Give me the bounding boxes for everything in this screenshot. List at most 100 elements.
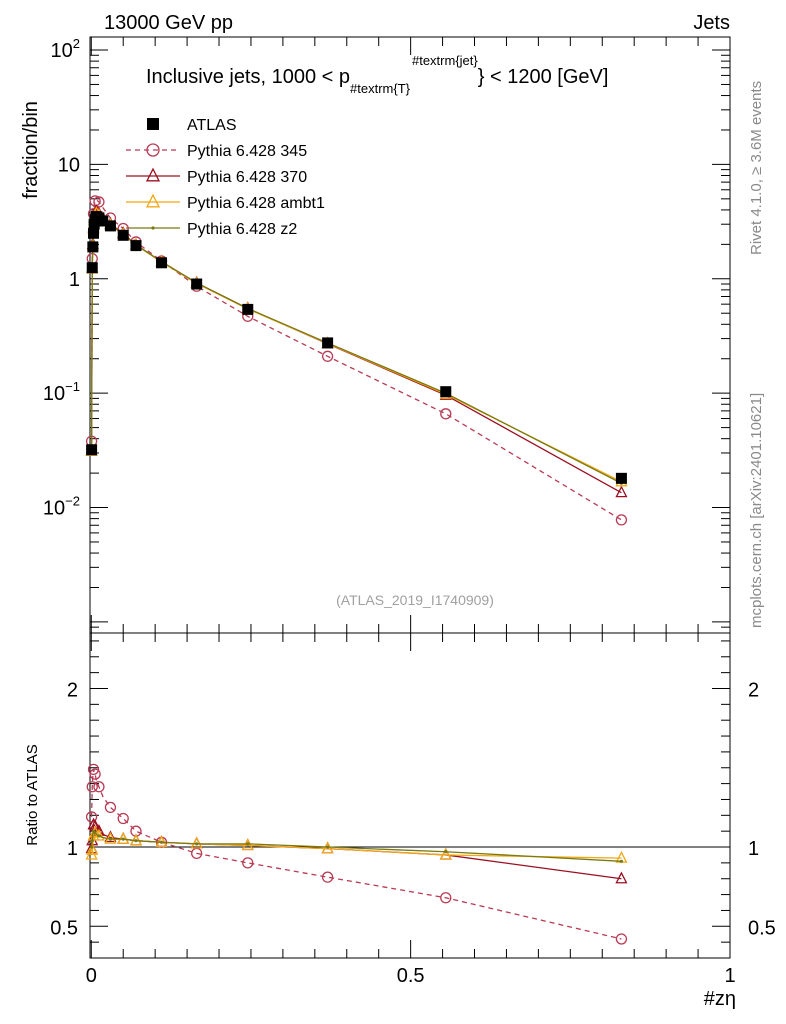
- data-point-atlas: [440, 386, 452, 398]
- ratio-y-tick-label-right: 2: [748, 679, 759, 701]
- series-line-pythia-6-428-345: [90, 199, 622, 521]
- series-line-pythia-6-428-z2: [90, 212, 622, 484]
- legend-label-pythia-6-428-370: Pythia 6.428 370: [187, 169, 307, 186]
- data-point-atlas: [104, 220, 116, 232]
- legend: ATLAS Pythia 6.428 345 Pythia 6.428 370 Pyt…: [126, 117, 325, 238]
- ratio-point-pythia-6-428-ambt1: [439, 847, 452, 860]
- data-point-pythia-6-428-370: [615, 485, 628, 498]
- legend-label-pythia-6-428-345: Pythia 6.428 345: [187, 143, 307, 160]
- ratio-point-pythia-6-428-345: [440, 892, 452, 904]
- series-line-pythia-6-428-ambt1: [90, 212, 622, 483]
- legend-marker-pythia-6-428-ambt1: [145, 193, 161, 208]
- y-tick-label: 1: [69, 269, 80, 291]
- data-point-pythia-6-428-345: [440, 408, 452, 420]
- data-point-pythia-6-428-345: [321, 350, 334, 362]
- ratio-y-tick-label-left: 2: [67, 679, 78, 701]
- ratio-point-pythia-6-428-345: [615, 933, 628, 945]
- ratio-plot-frame: [89, 632, 731, 959]
- x-axis-label: #zη: [704, 988, 736, 1010]
- ratio-point-pythia-6-428-z2: [108, 837, 113, 841]
- ratio-point-pythia-6-428-z2: [619, 859, 624, 863]
- main-y-tick-labels: 102 10 1 10−1 10−2: [43, 36, 80, 520]
- ratio-point-pythia-6-428-370: [615, 871, 628, 884]
- ratio-point-pythia-6-428-z2: [246, 842, 250, 846]
- ratio-y-tick-label-right: 0.5: [748, 917, 776, 939]
- ratio-point-pythia-6-428-z2: [89, 845, 94, 849]
- legend-marker-pythia-6-428-370: [145, 167, 161, 182]
- data-point-atlas: [130, 240, 142, 252]
- ratio-y-tick-label-right: 1: [748, 838, 759, 860]
- title-prefix: Inclusive jets, 1000 < p: [146, 66, 350, 88]
- y-tick-label: 102: [51, 36, 80, 62]
- x-tick-label: 1: [724, 965, 735, 987]
- legend-marker-pythia-6-428-z2: [151, 226, 155, 230]
- title-superscript: #textrm{jet}: [412, 53, 478, 68]
- ratio-point-pythia-6-428-z2: [159, 840, 164, 844]
- ratio-point-pythia-6-428-345: [87, 763, 100, 775]
- y-tick-label: 10−1: [43, 379, 80, 405]
- data-point-atlas: [117, 229, 129, 241]
- ratio-point-pythia-6-428-345: [86, 781, 98, 793]
- data-point-atlas: [86, 444, 98, 456]
- title-subscript: #textrm{T}: [350, 81, 411, 96]
- legend-label-pythia-6-428-z2: Pythia 6.428 z2: [187, 221, 297, 238]
- ratio-point-pythia-6-428-ambt1: [155, 835, 168, 847]
- ratio-point-pythia-6-428-z2: [121, 837, 125, 841]
- data-point-atlas: [191, 278, 203, 290]
- ratio-point-pythia-6-428-z2: [444, 850, 448, 854]
- legend-label-pythia-6-428-ambt1: Pythia 6.428 ambt1: [187, 195, 325, 212]
- data-point-atlas: [322, 337, 334, 349]
- data-point-atlas: [86, 262, 98, 274]
- analysis-watermark: (ATLAS_2019_I1740909): [336, 592, 494, 608]
- ratio-point-pythia-6-428-345: [104, 801, 117, 814]
- ratio-point-pythia-6-428-ambt1: [117, 831, 130, 844]
- ratio-y-tick-label-left: 1: [67, 838, 78, 860]
- ratio-point-pythia-6-428-345: [89, 768, 101, 780]
- ratio-axis-ticks: 0.5 0.5 1 1 2 2 0 0.5 1: [50, 633, 776, 987]
- y-tick-label: 10−2: [43, 494, 80, 520]
- ratio-point-pythia-6-428-ambt1: [190, 836, 203, 849]
- data-point-atlas: [242, 303, 254, 315]
- data-point-atlas: [88, 227, 100, 239]
- rivet-version-label: Rivet 4.1.0, ≥ 3.6M events: [748, 81, 765, 255]
- data-point-atlas: [156, 257, 168, 269]
- ratio-line-pythia-6-428-z2: [90, 830, 622, 862]
- ratio-point-pythia-6-428-z2: [97, 834, 101, 838]
- title-suffix: } < 1200 [GeV]: [478, 66, 609, 88]
- ratio-line-pythia-6-428-345: [90, 769, 622, 940]
- ratio-y-tick-label-left: 0.5: [50, 917, 78, 939]
- legend-label-atlas: ATLAS: [187, 117, 237, 134]
- series-line-pythia-6-428-370: [90, 210, 622, 494]
- ratio-point-pythia-6-428-z2: [134, 839, 138, 843]
- data-point-pythia-6-428-345: [615, 514, 628, 526]
- header-process: 13000 GeV pp: [104, 12, 233, 34]
- ratio-point-pythia-6-428-z2: [326, 845, 330, 849]
- mcplots-reference-label: mcplots.cern.ch [arXiv:2401.10621]: [748, 393, 765, 628]
- ratio-series-layer: [85, 763, 628, 945]
- ratio-point-pythia-6-428-345: [321, 871, 334, 883]
- ratio-point-pythia-6-428-345: [93, 781, 105, 793]
- ratio-point-pythia-6-428-345: [242, 857, 254, 869]
- main-series-layer: [85, 195, 628, 526]
- data-point-atlas: [615, 472, 627, 484]
- ratio-line-pythia-6-428-370: [90, 824, 622, 880]
- ratio-point-pythia-6-428-z2: [90, 839, 94, 843]
- data-point-atlas: [87, 241, 99, 253]
- ratio-point-pythia-6-428-345: [117, 812, 129, 825]
- main-y-axis-label: fraction/bin: [20, 101, 42, 199]
- ratio-point-pythia-6-428-370: [104, 830, 117, 843]
- legend-marker-pythia-6-428-345: [146, 143, 160, 157]
- ratio-point-pythia-6-428-370: [89, 819, 102, 832]
- ratio-point-pythia-6-428-z2: [93, 831, 97, 835]
- legend-marker-atlas: [147, 118, 159, 130]
- y-tick-label: 10: [58, 154, 80, 176]
- header-observable: Jets: [693, 12, 730, 34]
- main-axis-ticks: [90, 37, 731, 634]
- ratio-point-pythia-6-428-ambt1: [86, 843, 99, 855]
- main-plot-frame: [89, 36, 731, 634]
- x-tick-label: 0: [86, 965, 97, 987]
- x-tick-label: 0.5: [397, 965, 425, 987]
- ratio-point-pythia-6-428-z2: [195, 842, 199, 846]
- data-point-atlas: [97, 215, 109, 227]
